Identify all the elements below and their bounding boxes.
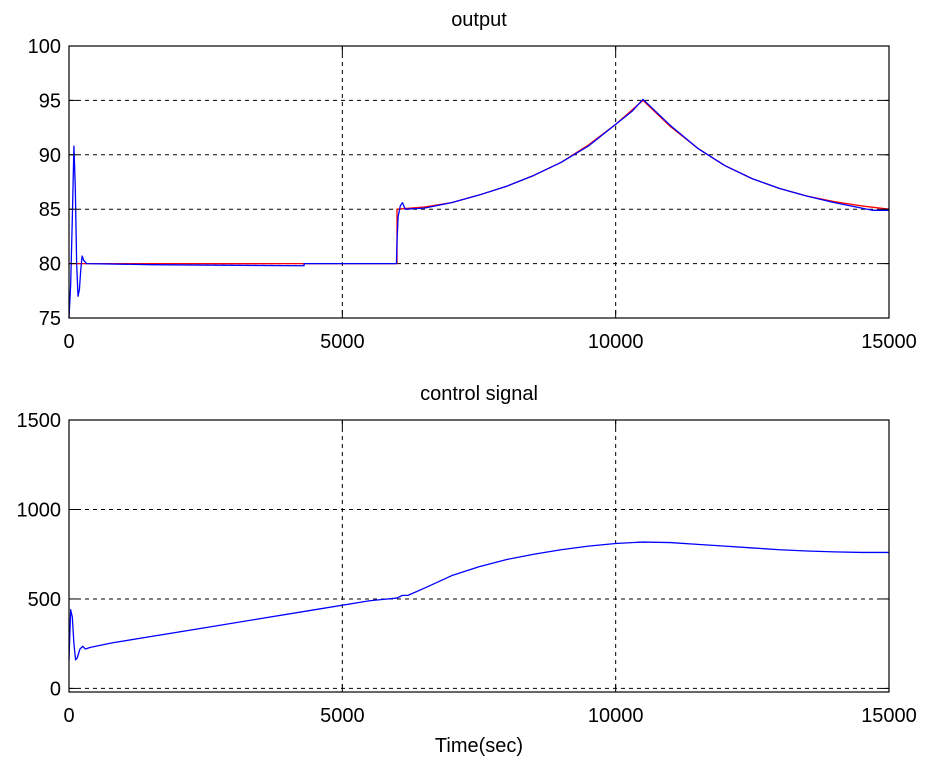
chart-title: control signal [420,383,538,405]
y-tick-label: 500 [28,589,61,611]
plot-area [69,46,889,318]
y-tick-label: 75 [39,308,61,330]
x-tick-label: 15000 [861,705,917,727]
x-tick-label: 5000 [320,331,365,353]
series-line [68,98,889,319]
output-panel: 0 5000 10000 15000 75 80 85 90 95 100 output [28,9,917,353]
x-tick-label: 5000 [320,705,365,727]
y-tick-label: 1500 [17,410,62,432]
axes-frame [68,419,890,693]
series-line [68,541,889,661]
axes-frame [68,45,890,319]
y-tick-label: 95 [39,90,61,112]
chart-title: output [451,9,507,31]
control-signal-panel: 0 5000 10000 15000 0 500 1000 1500 control signa… [17,383,917,757]
x-tick-label: 10000 [588,705,644,727]
y-tick-label: 1000 [17,499,62,521]
y-tick-label: 100 [28,36,61,58]
x-tick-label: 15000 [861,331,917,353]
y-tick-label: 85 [39,199,61,221]
plot-area [69,420,889,692]
x-tick-label: 0 [63,331,74,353]
x-axis-label: Time(sec) [435,735,523,757]
x-tick-label: 10000 [588,331,644,353]
y-tick-label: 90 [39,145,61,167]
y-tick-label: 0 [50,678,61,700]
x-tick-label: 0 [63,705,74,727]
y-tick-label: 80 [39,254,61,276]
